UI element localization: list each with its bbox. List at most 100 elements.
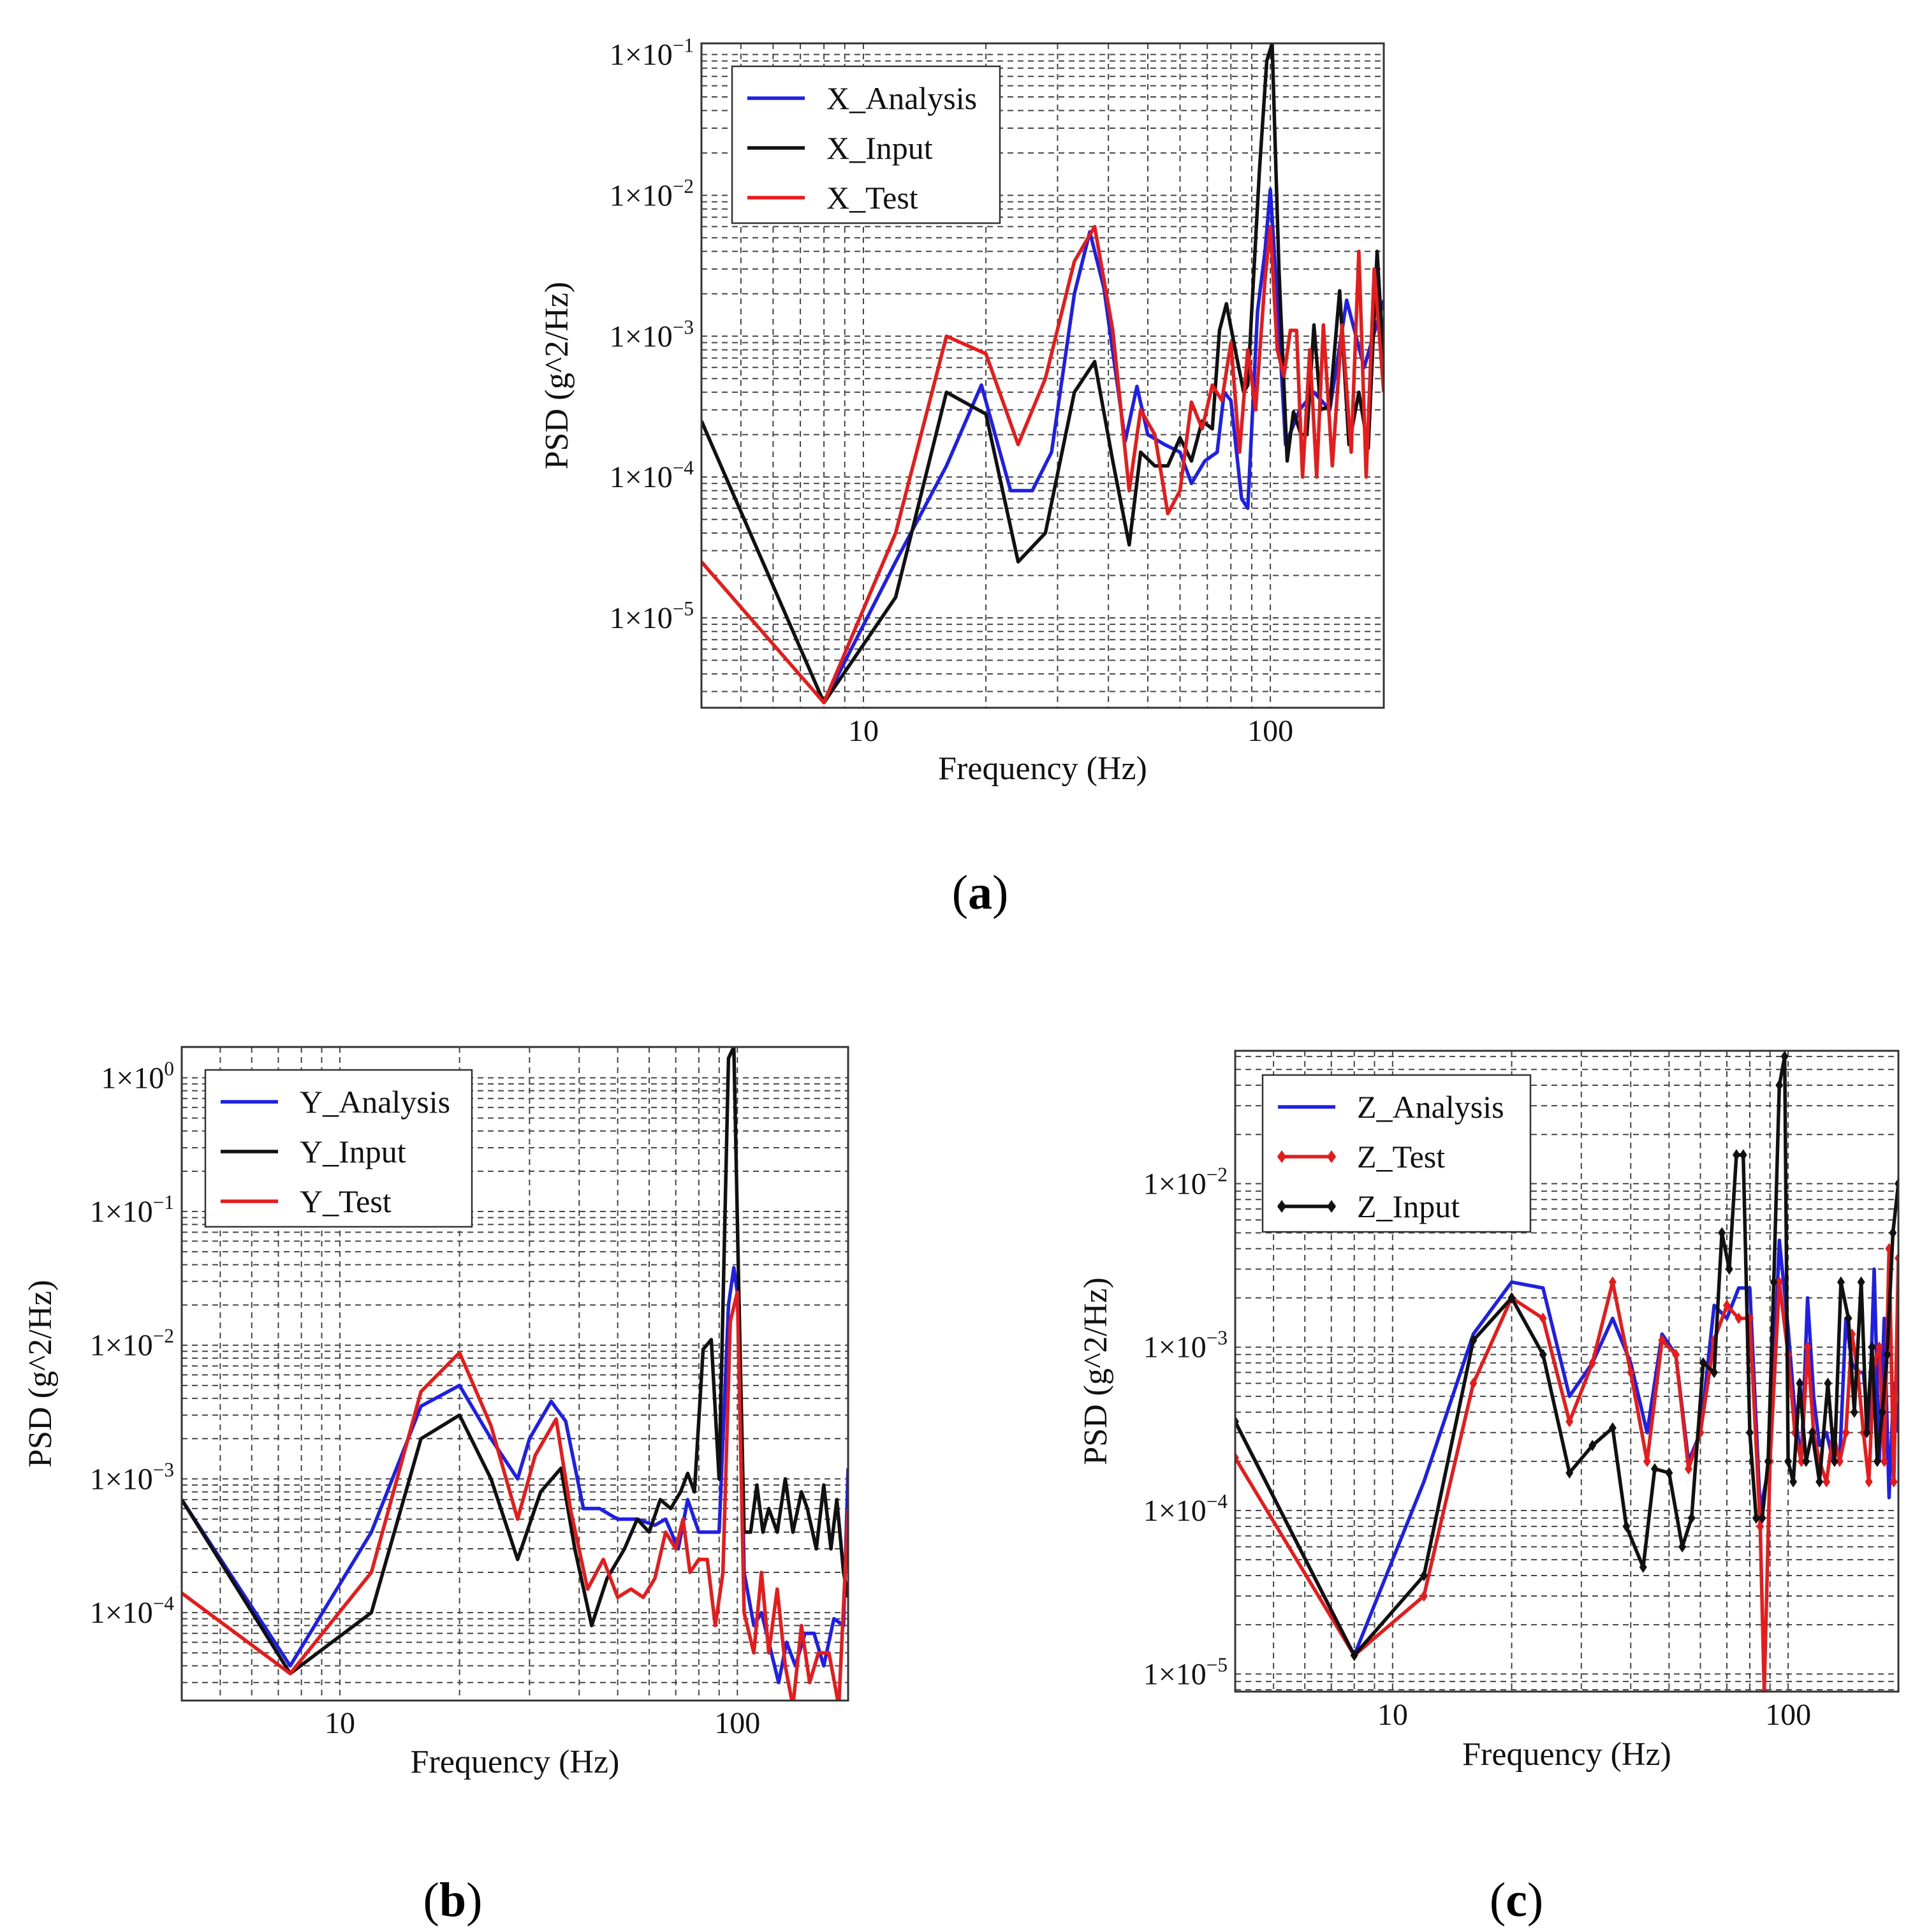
data-point-z-test: [1469, 1377, 1478, 1389]
y-tick-label: 1×10−4: [1143, 1490, 1228, 1528]
data-point-z-input: [1878, 1406, 1886, 1418]
legend-label-x-test: X_Test: [826, 180, 918, 216]
data-point-z-input: [1815, 1475, 1824, 1488]
x-axis-label: Frequency (Hz): [411, 1744, 620, 1780]
data-point-z-input: [1784, 1455, 1793, 1467]
x-tick-label: 100: [1247, 714, 1293, 748]
legend-label-x-analysis: X_Analysis: [826, 80, 977, 116]
data-point-z-input: [1780, 1051, 1789, 1062]
data-point-z-input: [1739, 1149, 1747, 1161]
data-point-z-test: [1627, 1366, 1635, 1379]
legend: Z_Analysis Z_Test Z_Input: [1261, 1074, 1532, 1233]
data-point-z-test: [1875, 1341, 1884, 1353]
y-tick-label: 1×10−3: [90, 1458, 174, 1496]
data-point-z-input: [1857, 1276, 1865, 1288]
legend-marker-z-test: [1327, 1150, 1336, 1163]
data-point-z-input: [1844, 1312, 1852, 1324]
y-tick-label: 1×10−4: [610, 457, 694, 494]
data-point-z-input: [1718, 1227, 1726, 1239]
data-point-z-test: [1823, 1475, 1831, 1488]
data-point-z-input: [1608, 1422, 1617, 1434]
data-point-z-input: [1883, 1349, 1891, 1361]
x-tick-label: 10: [848, 714, 879, 748]
y-tick-label: 1×10−3: [610, 316, 694, 353]
data-point-z-test: [1735, 1312, 1743, 1324]
data-point-z-input: [1507, 1292, 1516, 1304]
data-point-z-test: [1880, 1455, 1888, 1467]
data-point-z-input: [1873, 1455, 1881, 1467]
series-line-y-input: [182, 1047, 848, 1676]
data-point-z-test: [1797, 1455, 1805, 1467]
y-axis-label: PSD (g^2/Hz): [22, 1280, 59, 1468]
data-point-z-input: [1745, 1426, 1754, 1438]
data-point-z-input: [1808, 1426, 1816, 1438]
plot-frame: [700, 42, 1385, 709]
legend-label-z-analysis: Z_Analysis: [1357, 1089, 1504, 1125]
y-tick-label: 1×10−3: [1143, 1327, 1228, 1365]
data-point-z-test: [1643, 1455, 1651, 1467]
y-tick-label: 1×10−2: [1143, 1163, 1228, 1201]
legend: X_Analysis X_Input X_Test: [731, 65, 1001, 224]
data-point-z-input: [1699, 1357, 1707, 1369]
data-point-z-input: [1419, 1570, 1428, 1582]
series-line-y-analysis: [182, 1266, 848, 1685]
x-axis-label: Frequency (Hz): [1462, 1736, 1671, 1773]
data-point-z-test: [1658, 1335, 1666, 1347]
y-axis-label: PSD (g^2/Hz): [539, 282, 575, 470]
y-tick-label: 1×10−2: [610, 175, 694, 212]
data-point-z-input: [1725, 1263, 1733, 1275]
chart-z-psd: 1×10−5 1×10−4 1×10−3 1×10−2 10 100 Frequency (…: [1078, 1050, 1900, 1773]
y-axis-label: PSD (g^2/Hz): [1078, 1277, 1114, 1465]
data-point-z-test: [1760, 1686, 1768, 1692]
y-tick-label: 1×10−5: [1143, 1653, 1228, 1691]
series-line-x-test: [701, 224, 1384, 705]
data-point-z-input: [1650, 1463, 1659, 1475]
data-point-z-input: [1710, 1366, 1719, 1379]
legend: Y_Analysis Y_Input Y_Test: [204, 1069, 473, 1228]
x-tick-label: 10: [1377, 1698, 1408, 1732]
x-tick-label: 10: [325, 1706, 355, 1740]
series-line-y-test: [182, 1290, 848, 1701]
data-point-z-input: [1796, 1377, 1804, 1389]
data-point-z-input: [1665, 1467, 1673, 1479]
legend-label-y-analysis: Y_Analysis: [300, 1084, 450, 1120]
panel-label-b: (b): [423, 1873, 483, 1927]
data-point-z-input: [1732, 1149, 1740, 1161]
data-point-z-test: [1588, 1357, 1597, 1369]
data-point-z-input: [1775, 1079, 1784, 1092]
series-group: [701, 43, 1384, 705]
y-tick-label: 1×10−1: [90, 1191, 174, 1229]
legend-marker-z-input: [1277, 1200, 1286, 1213]
series-line-x-input: [701, 43, 1384, 705]
data-point-z-test: [1419, 1590, 1428, 1602]
legend-label-x-input: X_Input: [826, 130, 933, 166]
plot-frame: [180, 1046, 849, 1702]
series-group: [182, 1047, 848, 1701]
data-point-z-input: [1889, 1227, 1897, 1239]
y-tick-label: 1×10−1: [610, 34, 694, 71]
data-point-z-test: [1566, 1416, 1574, 1428]
data-point-z-input: [1863, 1426, 1871, 1438]
legend-label-y-input: Y_Input: [300, 1134, 406, 1169]
data-point-z-input: [1639, 1561, 1647, 1573]
data-point-z-input: [1622, 1520, 1631, 1532]
x-tick-label: 100: [714, 1706, 760, 1740]
series-group: [1235, 1051, 1898, 1692]
data-point-z-test: [1842, 1426, 1850, 1438]
data-point-z-input: [1566, 1467, 1574, 1479]
y-tick-label: 1×10−5: [610, 597, 694, 635]
data-point-z-test: [1775, 1276, 1784, 1288]
data-point-z-test: [1671, 1349, 1680, 1361]
data-point-z-input: [1539, 1349, 1547, 1361]
plot-frame: [1234, 1050, 1900, 1693]
data-point-z-input: [1850, 1406, 1858, 1418]
data-point-z-input: [1687, 1512, 1696, 1524]
data-point-z-test: [1539, 1312, 1547, 1324]
chart-y-psd: 1×10−4 1×10−3 1×10−2 1×10−1 1×100 10 100 Freque…: [22, 1046, 849, 1780]
x-axis-label: Frequency (Hz): [938, 750, 1147, 787]
y-tick-label: 1×100: [101, 1057, 174, 1095]
y-tick-label: 1×10−2: [90, 1325, 174, 1363]
data-point-z-input: [1758, 1512, 1766, 1524]
panel-label-a: (a): [952, 866, 1009, 919]
